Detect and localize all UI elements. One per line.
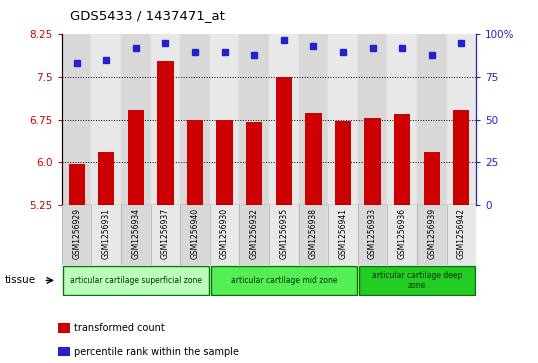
Text: tissue: tissue bbox=[5, 275, 36, 285]
Bar bbox=[68, 164, 85, 205]
Text: articular cartilage mid zone: articular cartilage mid zone bbox=[231, 276, 337, 285]
Bar bbox=[299, 34, 328, 205]
Bar bbox=[63, 266, 209, 295]
Bar bbox=[157, 61, 174, 205]
Bar bbox=[246, 122, 263, 205]
Bar bbox=[387, 34, 417, 205]
Text: GSM1256935: GSM1256935 bbox=[279, 208, 288, 259]
Bar bbox=[447, 34, 476, 205]
Text: articular cartilage superficial zone: articular cartilage superficial zone bbox=[70, 276, 202, 285]
Bar bbox=[358, 34, 387, 205]
Bar bbox=[447, 205, 476, 265]
Bar bbox=[394, 114, 410, 205]
Bar bbox=[299, 205, 328, 265]
Bar bbox=[364, 118, 381, 205]
Bar bbox=[98, 152, 115, 205]
Bar bbox=[335, 122, 351, 205]
Text: GSM1256936: GSM1256936 bbox=[398, 208, 407, 259]
Bar bbox=[58, 323, 70, 333]
Text: GSM1256940: GSM1256940 bbox=[190, 208, 200, 259]
Bar bbox=[91, 34, 121, 205]
Bar bbox=[328, 205, 358, 265]
Text: transformed count: transformed count bbox=[74, 323, 165, 333]
Text: GSM1256939: GSM1256939 bbox=[427, 208, 436, 259]
Bar bbox=[187, 121, 203, 205]
Bar bbox=[62, 34, 91, 205]
Bar bbox=[423, 152, 440, 205]
Bar bbox=[417, 205, 447, 265]
Bar bbox=[269, 205, 299, 265]
Bar bbox=[305, 113, 322, 205]
Text: GSM1256937: GSM1256937 bbox=[161, 208, 170, 259]
Text: articular cartilage deep
zone: articular cartilage deep zone bbox=[372, 271, 462, 290]
Bar bbox=[239, 34, 269, 205]
Bar bbox=[211, 266, 357, 295]
Bar bbox=[328, 34, 358, 205]
Bar bbox=[239, 205, 269, 265]
Bar bbox=[358, 205, 387, 265]
Text: GDS5433 / 1437471_at: GDS5433 / 1437471_at bbox=[70, 9, 225, 22]
Text: GSM1256934: GSM1256934 bbox=[131, 208, 140, 259]
Text: GSM1256942: GSM1256942 bbox=[457, 208, 466, 259]
Text: GSM1256933: GSM1256933 bbox=[368, 208, 377, 259]
Bar bbox=[210, 34, 239, 205]
Text: GSM1256930: GSM1256930 bbox=[220, 208, 229, 259]
Bar bbox=[91, 205, 121, 265]
Text: GSM1256941: GSM1256941 bbox=[338, 208, 348, 259]
Bar bbox=[151, 34, 180, 205]
Bar bbox=[151, 205, 180, 265]
Bar bbox=[417, 34, 447, 205]
Text: percentile rank within the sample: percentile rank within the sample bbox=[74, 347, 239, 356]
Bar bbox=[121, 34, 151, 205]
Bar bbox=[210, 205, 239, 265]
Bar bbox=[62, 205, 91, 265]
Bar bbox=[216, 120, 233, 205]
Bar bbox=[275, 77, 292, 205]
Bar bbox=[453, 110, 470, 205]
Bar bbox=[121, 205, 151, 265]
Bar bbox=[269, 34, 299, 205]
Text: GSM1256938: GSM1256938 bbox=[309, 208, 318, 259]
Bar bbox=[58, 347, 70, 356]
Text: GSM1256929: GSM1256929 bbox=[72, 208, 81, 259]
Bar bbox=[387, 205, 417, 265]
Text: GSM1256931: GSM1256931 bbox=[102, 208, 111, 259]
Bar bbox=[180, 34, 210, 205]
Bar bbox=[359, 266, 475, 295]
Bar bbox=[128, 110, 144, 205]
Bar bbox=[180, 205, 210, 265]
Text: GSM1256932: GSM1256932 bbox=[250, 208, 259, 259]
